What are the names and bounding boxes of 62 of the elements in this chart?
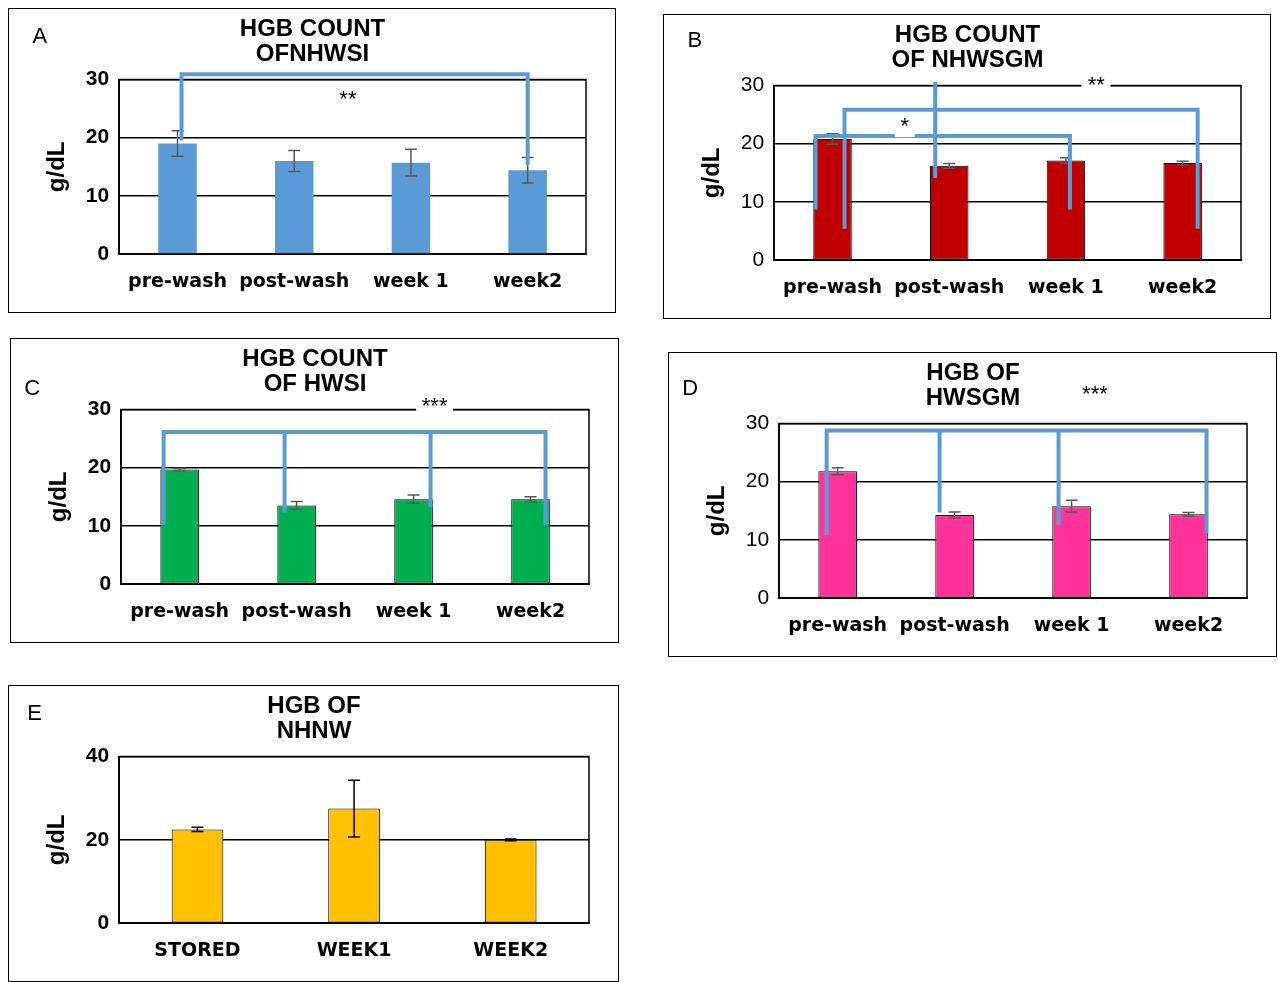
y-axis-title: g/dL bbox=[697, 147, 725, 199]
y-tick-label: 30 bbox=[87, 396, 112, 420]
x-tick-label: week2 bbox=[1148, 274, 1218, 297]
bar bbox=[508, 170, 547, 254]
y-tick-label: 30 bbox=[740, 72, 765, 96]
y-tick-label: 20 bbox=[85, 124, 110, 148]
x-tick-label: pre-wash bbox=[788, 612, 888, 635]
y-tick-label: 0 bbox=[99, 571, 112, 594]
annotation: ** bbox=[1081, 72, 1111, 98]
x-tick-label: week2 bbox=[495, 598, 566, 621]
x-tick-label: pre-wash bbox=[128, 268, 227, 291]
text: B bbox=[681, 26, 709, 52]
y-tick-label: 20 bbox=[745, 468, 770, 492]
text: D bbox=[676, 375, 705, 401]
y-tick-label: 10 bbox=[740, 188, 765, 212]
y-tick-label: 40 bbox=[85, 743, 110, 767]
y-tick-label: 30 bbox=[85, 66, 110, 90]
x-tick-label: post-wash bbox=[899, 612, 1010, 635]
bar bbox=[391, 162, 431, 254]
x-tick-label: week2 bbox=[493, 268, 563, 291]
y-tick-label: 0 bbox=[757, 585, 770, 608]
text: A bbox=[26, 22, 54, 48]
x-tick-label: post-wash bbox=[241, 598, 352, 621]
y-axis-title: g/dL bbox=[702, 485, 730, 537]
text: E bbox=[21, 700, 48, 726]
text: C bbox=[18, 375, 47, 401]
chart-title: HGB COUNT OFNHWSI bbox=[239, 14, 386, 67]
chart-title: HGB COUNT OF HWSI bbox=[242, 344, 388, 397]
bar bbox=[158, 143, 197, 254]
x-tick-label: pre-wash bbox=[783, 274, 882, 297]
x-tick-label: week2 bbox=[1153, 612, 1224, 635]
x-tick-label: post-wash bbox=[239, 268, 350, 291]
x-tick-label: week 1 bbox=[373, 268, 449, 291]
chart-title: HGB OF NHNW bbox=[267, 691, 361, 744]
y-tick-label: 10 bbox=[85, 182, 110, 206]
annotation: ** bbox=[333, 85, 363, 111]
chart-title: HGB COUNT OF NHWSGM bbox=[891, 20, 1044, 73]
x-tick-label: week 1 bbox=[375, 598, 452, 621]
y-tick-label: 10 bbox=[87, 512, 112, 536]
y-axis-title: g/dL bbox=[42, 141, 70, 193]
y-tick-label: 20 bbox=[740, 130, 765, 154]
x-tick-label: week 1 bbox=[1028, 274, 1104, 297]
annotation: *** bbox=[415, 392, 454, 418]
x-tick-label: WEEK2 bbox=[473, 937, 549, 960]
y-tick-label: 0 bbox=[752, 247, 765, 270]
x-tick-label: pre-wash bbox=[130, 598, 230, 621]
y-axis-title: g/dL bbox=[42, 814, 70, 866]
y-tick-label: 0 bbox=[97, 910, 110, 933]
text: *** bbox=[1076, 380, 1114, 406]
y-tick-label: 10 bbox=[745, 526, 770, 550]
annotation: * bbox=[894, 112, 916, 138]
y-axis-title: g/dL bbox=[44, 471, 72, 523]
y-tick-label: 20 bbox=[87, 454, 112, 478]
x-tick-label: STORED bbox=[154, 937, 241, 960]
bar bbox=[274, 160, 314, 254]
x-tick-label: WEEK1 bbox=[316, 937, 392, 960]
y-tick-label: 20 bbox=[85, 826, 110, 850]
x-tick-label: post-wash bbox=[894, 274, 1005, 297]
y-tick-label: 0 bbox=[97, 241, 110, 264]
x-tick-label: week 1 bbox=[1033, 612, 1110, 635]
chart-title: HGB OF HWSGM bbox=[925, 358, 1021, 411]
y-tick-label: 30 bbox=[745, 410, 770, 434]
